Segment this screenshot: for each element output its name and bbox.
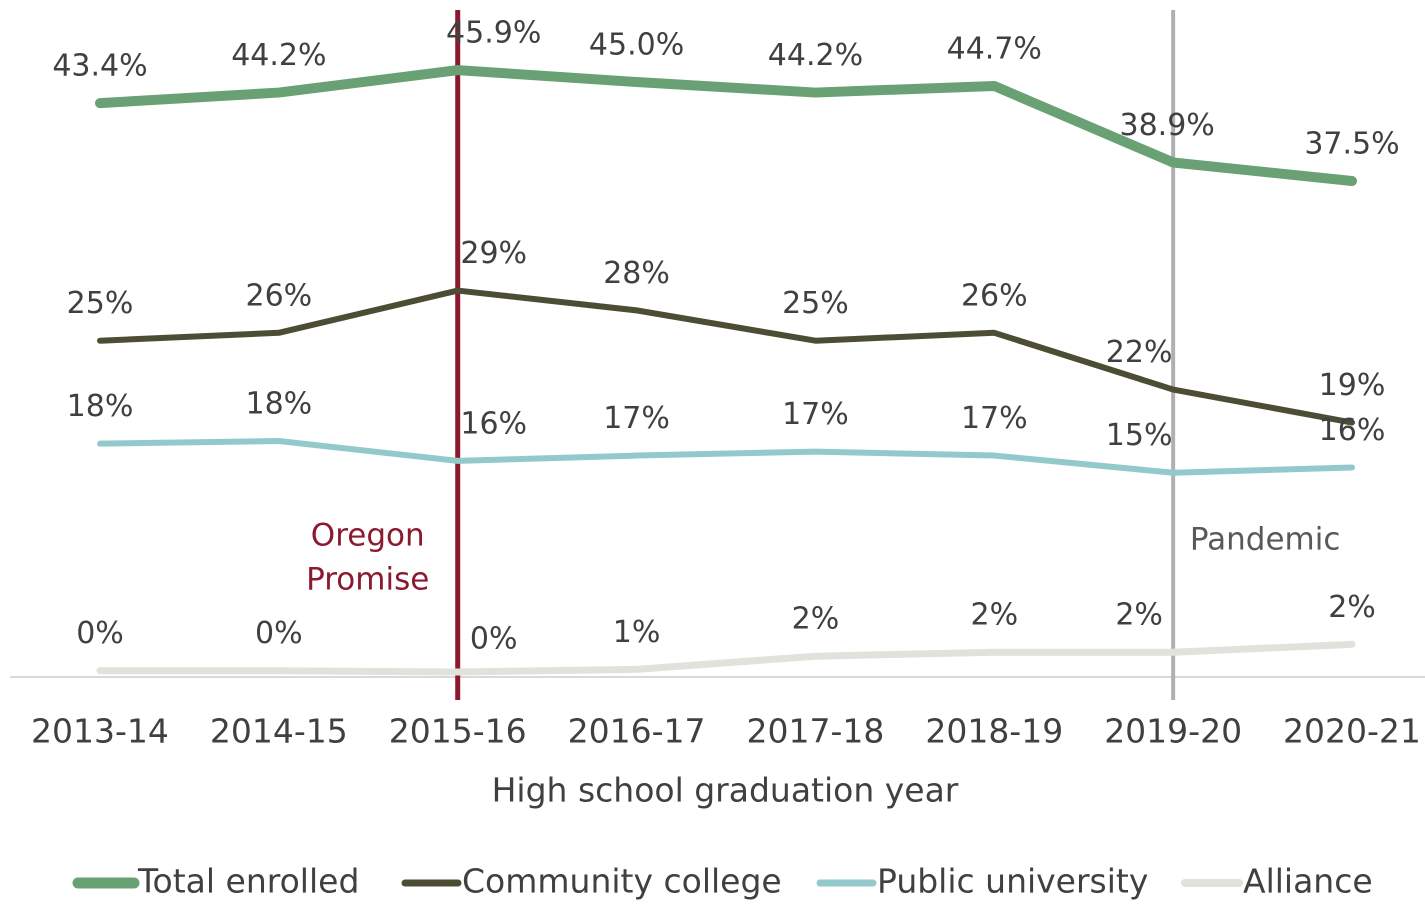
data-label: 28% <box>603 256 670 291</box>
data-label: 45.9% <box>446 16 541 51</box>
data-label: 2% <box>1328 590 1376 625</box>
legend-label: Community college <box>462 862 782 901</box>
data-label: 15% <box>1106 418 1173 453</box>
data-label: 37.5% <box>1304 127 1399 162</box>
data-label: 2% <box>1115 598 1163 633</box>
x-tick-label: 2019-20 <box>1104 712 1242 751</box>
data-label: 2% <box>792 602 840 637</box>
series-line <box>96 640 1356 676</box>
legend-label: Total enrolled <box>137 862 359 901</box>
data-label: 18% <box>67 389 134 424</box>
x-tick-label: 2020-21 <box>1283 712 1421 751</box>
series-line <box>97 438 1355 476</box>
x-tick-label: 2016-17 <box>568 712 706 751</box>
data-label: 18% <box>246 387 313 422</box>
data-label: 26% <box>246 278 313 313</box>
x-tick-label: 2017-18 <box>746 712 884 751</box>
annotation-label: Promise <box>306 562 429 598</box>
data-label: 45.0% <box>589 28 684 63</box>
data-label: 25% <box>782 286 849 321</box>
x-tick-label: 2014-15 <box>210 712 348 751</box>
data-label: 44.7% <box>947 31 1042 66</box>
x-tick-label: 2018-19 <box>925 712 1063 751</box>
data-label: 38.9% <box>1119 108 1214 143</box>
data-label: 22% <box>1106 335 1173 370</box>
data-label: 44.2% <box>768 38 863 73</box>
data-label: 17% <box>961 401 1028 436</box>
data-label: 2% <box>970 598 1018 633</box>
series-line <box>97 287 1355 426</box>
x-tick-label: 2015-16 <box>389 712 527 751</box>
data-label: 0% <box>76 616 124 651</box>
data-label: 16% <box>460 406 527 441</box>
data-label: 44.2% <box>231 38 326 73</box>
data-label: 17% <box>603 401 670 436</box>
data-label: 0% <box>470 622 518 657</box>
data-label: 29% <box>460 236 527 271</box>
annotation-label: Oregon <box>311 518 425 554</box>
data-label: 19% <box>1319 368 1386 403</box>
series-line <box>95 65 1357 186</box>
data-label: 1% <box>613 615 661 650</box>
annotation-label: Pandemic <box>1190 522 1341 558</box>
data-label: 16% <box>1319 413 1386 448</box>
legend-label: Alliance <box>1243 862 1373 901</box>
data-label: 43.4% <box>52 49 147 84</box>
data-label: 26% <box>961 278 1028 313</box>
x-axis-title: High school graduation year <box>492 771 959 810</box>
legend-label: Public university <box>877 862 1148 901</box>
data-label: 17% <box>782 397 849 432</box>
x-tick-label: 2013-14 <box>31 712 169 751</box>
data-label: 0% <box>255 616 303 651</box>
data-label: 25% <box>67 286 134 321</box>
